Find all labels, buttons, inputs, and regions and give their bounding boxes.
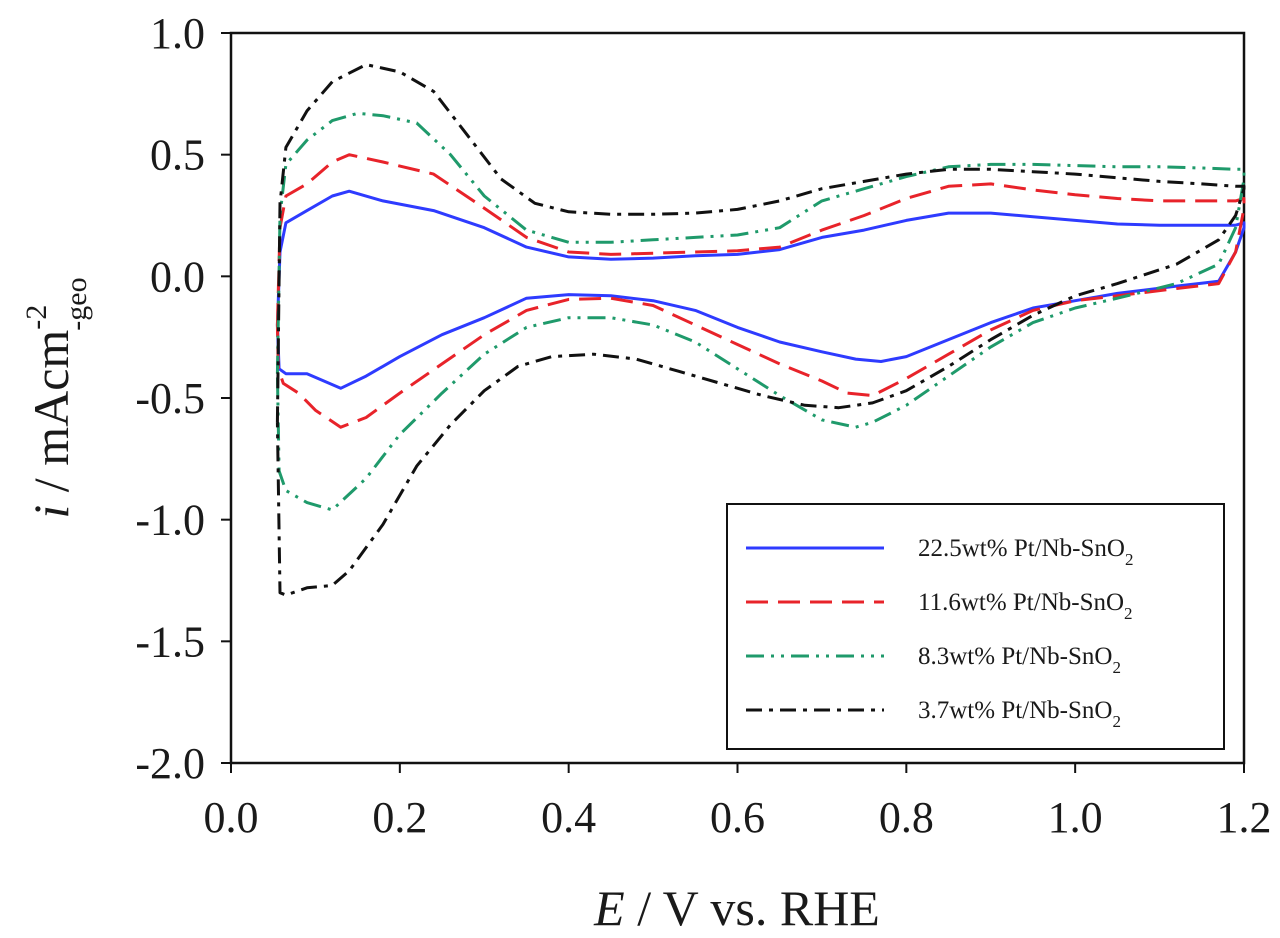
y-tick-label: -1.5 — [135, 617, 205, 666]
legend-label-4: 3.7wt% Pt/Nb-SnO2 — [918, 697, 1121, 731]
y-tick-label: -1.0 — [135, 496, 205, 545]
legend-label-text: 8.3wt% Pt/Nb-SnO — [918, 643, 1112, 670]
legend-label-text: 22.5wt% Pt/Nb-SnO — [918, 535, 1125, 562]
legend-label-2: 11.6wt% Pt/Nb-SnO2 — [918, 589, 1133, 623]
y-tick-label: 0.5 — [150, 131, 205, 180]
legend-box — [726, 503, 1225, 750]
y-axis-title-text: / mAcm — [23, 330, 79, 505]
x-tick-label: 1.2 — [1217, 793, 1272, 842]
y-axis-title-symbol: i — [23, 505, 79, 519]
x-axis-title-text: / V vs. RHE — [625, 880, 880, 936]
legend-label-subscript: 2 — [1124, 604, 1133, 623]
legend-label-subscript: 2 — [1112, 712, 1121, 731]
y-tick-label: -0.5 — [135, 374, 205, 423]
x-axis-title-symbol: E — [593, 880, 625, 936]
series-line-2 — [275, 153, 1246, 429]
legend-label-subscript: 2 — [1125, 550, 1134, 569]
y-axis-ticks: 1.0 0.5 0.0 -0.5 -1.0 -1.5 -2.0 — [135, 9, 231, 788]
x-axis-title: E / V vs. RHE — [593, 880, 880, 936]
y-tick-label: -2.0 — [135, 739, 205, 788]
x-tick-label: 0.6 — [710, 793, 765, 842]
x-tick-label: 0.8 — [879, 793, 934, 842]
series-line-1 — [275, 189, 1246, 390]
x-tick-label: 0.0 — [204, 793, 259, 842]
y-axis-title-superscript: -2 — [20, 305, 53, 330]
x-axis-ticks: 0.0 0.2 0.4 0.6 0.8 1.0 1.2 — [204, 763, 1272, 842]
legend-label-text: 3.7wt% Pt/Nb-SnO — [918, 697, 1112, 724]
y-axis-title: i / mAcm-2 -geo — [20, 277, 93, 518]
legend-label-text: 11.6wt% Pt/Nb-SnO — [918, 589, 1124, 616]
x-tick-label: 1.0 — [1048, 793, 1103, 842]
legend-label-3: 8.3wt% Pt/Nb-SnO2 — [918, 643, 1121, 677]
x-tick-label: 0.2 — [372, 793, 427, 842]
series-line-4 — [275, 63, 1246, 597]
series-curves — [275, 63, 1246, 597]
x-tick-label: 0.4 — [541, 793, 596, 842]
y-axis-title-subscript: -geo — [60, 277, 93, 330]
y-axis-title-group: i / mAcm-2 -geo — [20, 277, 93, 518]
legend-label-1: 22.5wt% Pt/Nb-SnO2 — [918, 535, 1133, 569]
y-tick-label: 0.0 — [150, 252, 205, 301]
legend-label-subscript: 2 — [1112, 658, 1121, 677]
y-tick-label: 1.0 — [150, 9, 205, 58]
series-line-3 — [275, 111, 1246, 512]
